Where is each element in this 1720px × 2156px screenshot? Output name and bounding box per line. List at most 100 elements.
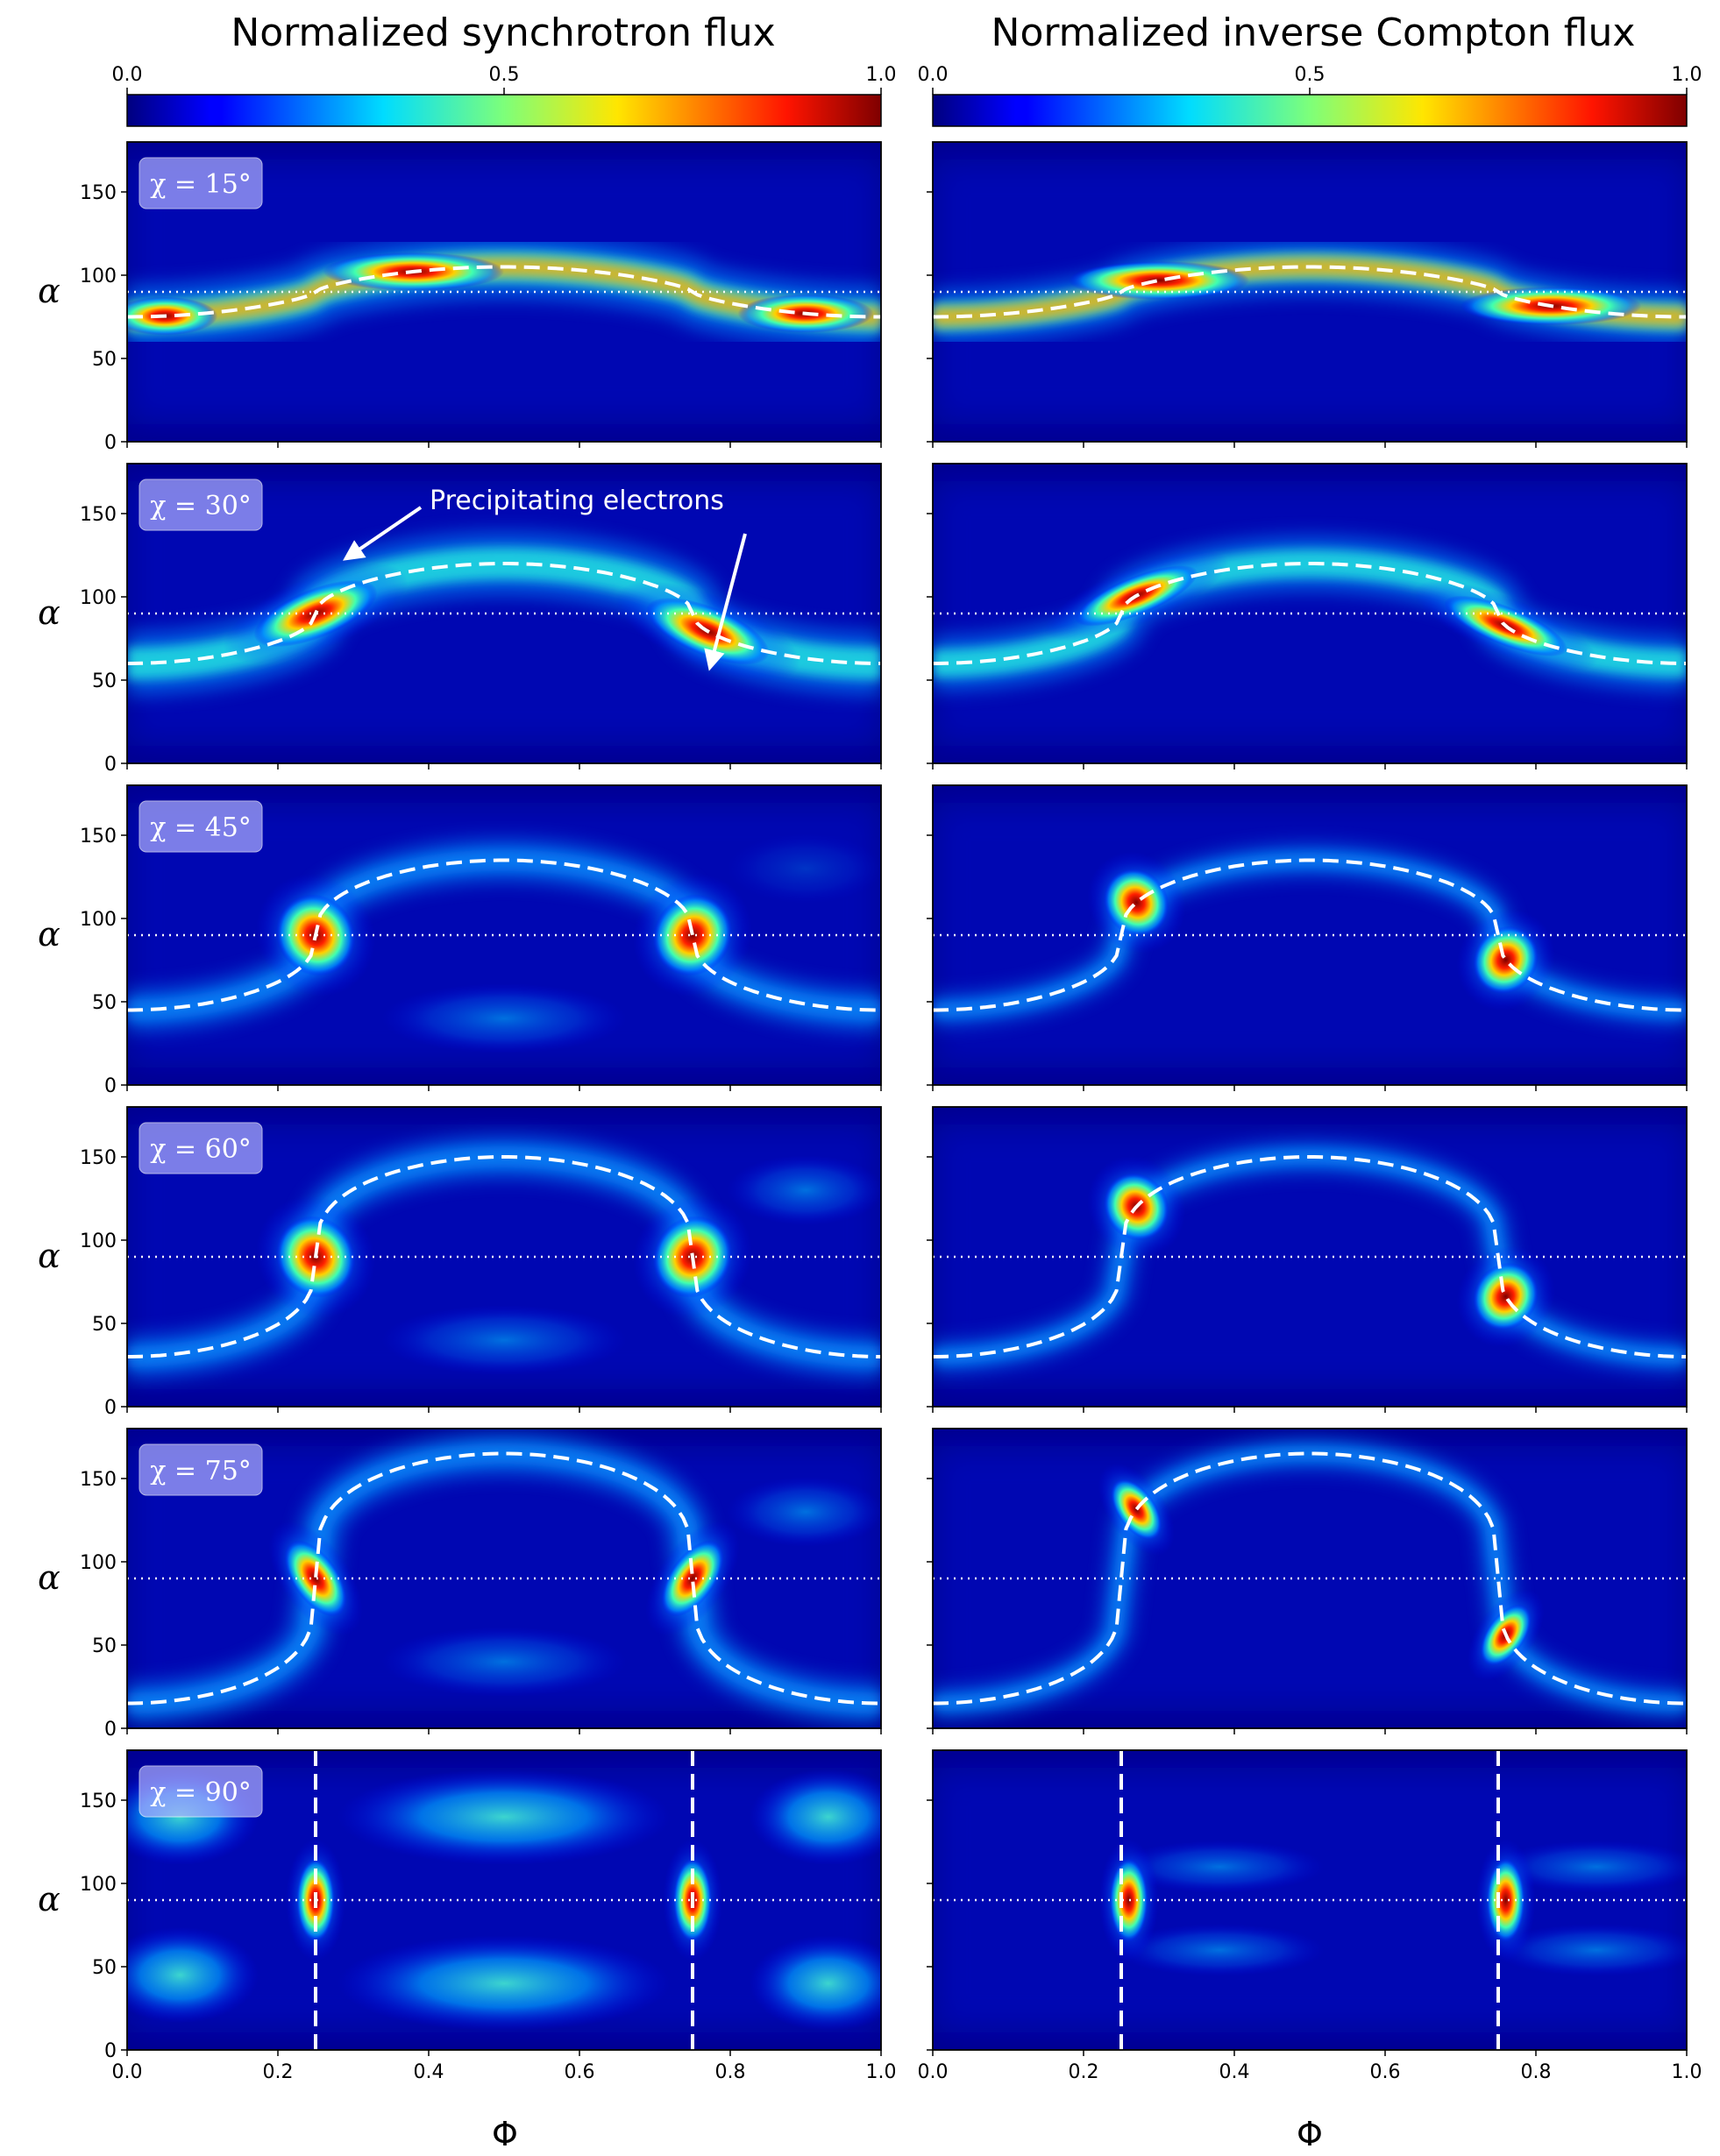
faint-lobe [727, 833, 881, 904]
x-tick-label: 0.0 [918, 2061, 949, 2083]
lobe [127, 1926, 259, 2024]
panel-synchrotron-chi-15: 0 50 100 150 α χ = 15° [38, 141, 882, 454]
dashed-curve [127, 265, 881, 319]
dashed-curve [127, 1155, 881, 1358]
panel-grid: 0 50 100 150 α χ = 15° 0 50 100 150 α χ = 30° Precip… [38, 141, 1702, 2083]
colorbar-tick-label: 0.5 [1295, 64, 1326, 86]
y-tick-label: 100 [80, 266, 117, 287]
heatmap-image [933, 785, 1687, 1085]
colorbar-synchrotron: 0.0 0.5 1.0 [112, 64, 897, 127]
panel-compton-chi-30 [927, 463, 1688, 769]
x-tick-label: 0.6 [565, 2061, 595, 2083]
y-axis-label: α [38, 1880, 60, 1918]
chi-badge-label: χ = 90° [150, 1777, 252, 1808]
hotspot [284, 1540, 347, 1617]
y-axis-label: α [38, 593, 60, 632]
x-tick-label: 0.8 [715, 2061, 746, 2083]
dashed-curve [933, 858, 1687, 1012]
x-tick-label: 0.0 [112, 2061, 143, 2083]
hotspot [652, 894, 733, 976]
panel-synchrotron-chi-60: 0 50 100 150 α χ = 60° [38, 1106, 882, 1419]
panel-synchrotron-chi-90: 0 50 100 150 α 0.0 0.2 0.4 0.6 0.8 1.0 χ = 90° [38, 1749, 897, 2083]
y-axis-label: α [38, 1558, 60, 1597]
heatmap-image [933, 1107, 1687, 1407]
x-tick-label: 1.0 [866, 2061, 897, 2083]
panel-frame [932, 1749, 1688, 2051]
faint-lobe [727, 1155, 881, 1225]
y-tick-label: 100 [80, 1230, 117, 1252]
panel-compton-chi-75 [927, 1428, 1688, 1734]
panel-frame [126, 784, 882, 1086]
x-tick-label: 0.4 [1219, 2061, 1250, 2083]
colorbar-compton: 0.0 0.5 1.0 [918, 64, 1702, 127]
y-axis-label: α [38, 1237, 60, 1275]
chi-badge [139, 157, 263, 209]
heatmap-image [933, 1429, 1687, 1728]
hotspot [1109, 1858, 1148, 1942]
panel-frame [932, 141, 1688, 443]
y-axis-label: α [38, 272, 60, 310]
hotspot [1473, 926, 1539, 994]
y-tick-label: 100 [80, 909, 117, 931]
y-tick-label: 50 [92, 1635, 117, 1657]
lobe [338, 1935, 671, 2032]
colorbar-tick-label: 1.0 [866, 64, 897, 86]
hotspot [661, 1540, 724, 1617]
panel-frame [126, 1106, 882, 1408]
panel-frame [932, 784, 1688, 1086]
y-tick-label: 50 [92, 349, 117, 371]
faint-lobe [727, 1477, 881, 1547]
dashed-curve [933, 265, 1687, 319]
y-tick-label: 100 [80, 587, 117, 609]
y-tick-label: 100 [80, 1874, 117, 1896]
y-tick-label: 0 [104, 754, 117, 776]
hotspot [1103, 869, 1169, 937]
panel-synchrotron-chi-30: 0 50 100 150 α χ = 30° Precipitating electrons [38, 463, 882, 776]
y-tick-label: 150 [80, 182, 117, 204]
panel-frame [932, 463, 1688, 764]
x-tick-label: 1.0 [1672, 2061, 1702, 2083]
y-tick-label: 50 [92, 992, 117, 1014]
panel-compton-chi-45 [927, 784, 1688, 1091]
heatmap-image [127, 1429, 881, 1728]
hotspot [1486, 1858, 1525, 1942]
heatmap-image [127, 464, 881, 763]
dashed-curve [127, 562, 881, 665]
heatmap-image [933, 464, 1687, 763]
chi-badge-label: χ = 15° [150, 169, 252, 200]
x-axis-label-right: Φ [1297, 2115, 1323, 2153]
panel-synchrotron-chi-75: 0 50 100 150 α χ = 75° [38, 1428, 882, 1741]
hotspot [1111, 1479, 1162, 1541]
dashed-curve [127, 1451, 881, 1706]
x-axis-label-left: Φ [492, 2115, 518, 2153]
y-tick-label: 150 [80, 1147, 117, 1169]
y-tick-label: 50 [92, 1957, 117, 1979]
annotation-precipitating-electrons: Precipitating electrons [430, 486, 724, 516]
annotation-arrow [704, 533, 747, 671]
panel-synchrotron-chi-45: 0 50 100 150 α χ = 45° [38, 784, 882, 1097]
panel-frame [932, 1428, 1688, 1729]
panel-frame [126, 1749, 882, 2051]
panel-frame [126, 141, 882, 443]
colorbar-compton-bar [932, 94, 1688, 127]
x-tick-label: 0.8 [1521, 2061, 1552, 2083]
heatmap-image [933, 142, 1687, 442]
lobe [1490, 1924, 1687, 1976]
chi-badge [139, 1443, 263, 1496]
colorbar-synchrotron-bar [126, 94, 882, 127]
lobe [1490, 1840, 1687, 1893]
chi-badge-label: χ = 75° [150, 1456, 252, 1486]
y-tick-label: 150 [80, 504, 117, 526]
y-tick-label: 150 [80, 1469, 117, 1491]
panel-frame [126, 1428, 882, 1729]
panel-compton-chi-90: 0.0 0.2 0.4 0.6 0.8 1.0 [918, 1749, 1702, 2083]
chi-badge [139, 800, 263, 853]
dashed-curve [127, 858, 881, 1012]
y-tick-label: 100 [80, 1552, 117, 1574]
heatmap-image [933, 1750, 1687, 2050]
y-axis-label: α [38, 915, 60, 954]
y-tick-label: 0 [104, 432, 117, 454]
colorbar-tick-label: 1.0 [1672, 64, 1702, 86]
y-tick-label: 0 [104, 2040, 117, 2062]
